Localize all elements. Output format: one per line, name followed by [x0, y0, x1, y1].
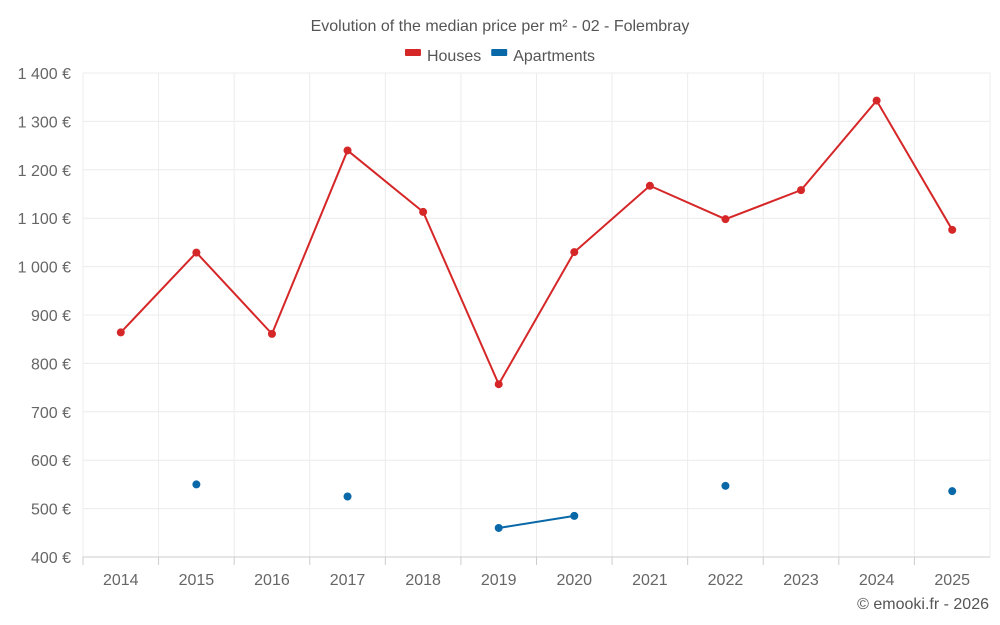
x-tick-label: 2021	[632, 572, 668, 589]
x-tick-label: 2019	[481, 572, 517, 589]
data-point[interactable]	[872, 96, 881, 105]
data-point[interactable]	[343, 146, 352, 155]
y-tick-label: 800 €	[31, 356, 71, 373]
data-point[interactable]	[494, 380, 503, 389]
x-tick-label: 2014	[103, 572, 139, 589]
data-point[interactable]	[192, 480, 201, 489]
series-line	[498, 514, 575, 529]
x-axis-tick-labels: 2014 2015 2016 2017 2018 2019 2020 2021 2022 2023…	[82, 557, 970, 589]
y-tick-label: 600 €	[31, 453, 71, 470]
data-point[interactable]	[645, 181, 654, 190]
data-point[interactable]	[570, 248, 579, 257]
data-point[interactable]	[948, 225, 957, 234]
x-tick-label: 2020	[556, 572, 592, 589]
x-tick-label: 2023	[783, 572, 819, 589]
legend-label: Apartments	[513, 48, 595, 65]
y-tick-label: 400 €	[31, 550, 71, 567]
legend-item-apartments[interactable]: Apartments	[491, 48, 595, 65]
y-tick-label: 1 300 €	[18, 114, 71, 131]
y-tick-label: 1 400 €	[18, 66, 71, 83]
data-point[interactable]	[948, 487, 957, 496]
y-tick-label: 500 €	[31, 502, 71, 519]
y-axis-tick-labels: 400 € 500 € 600 € 700 € 800 € 900 € 1 000 € 1 1…	[18, 66, 71, 567]
horizontal-gridlines	[83, 72, 990, 510]
data-point[interactable]	[116, 328, 125, 337]
y-tick-label: 900 €	[31, 308, 71, 325]
x-tick-label: 2017	[330, 572, 366, 589]
series-line	[120, 99, 954, 386]
credit-text: © emooki.fr - 2026	[857, 596, 989, 613]
x-tick-label: 2025	[934, 572, 970, 589]
data-point[interactable]	[721, 215, 730, 224]
data-point[interactable]	[721, 481, 730, 490]
legend-item-houses[interactable]: Houses	[404, 48, 481, 65]
chart-title: Evolution of the median price per m² - 0…	[311, 18, 690, 35]
series-apartments	[192, 480, 957, 532]
data-point[interactable]	[494, 523, 503, 532]
x-tick-label: 2016	[254, 572, 290, 589]
legend-label: Houses	[427, 48, 481, 65]
data-series	[116, 96, 957, 532]
y-tick-label: 1 200 €	[18, 163, 71, 180]
data-point[interactable]	[570, 511, 579, 520]
legend-swatch	[404, 49, 421, 56]
data-point[interactable]	[192, 248, 201, 257]
series-houses	[116, 96, 957, 389]
x-tick-label: 2022	[708, 572, 744, 589]
y-tick-label: 1 000 €	[18, 260, 71, 277]
legend-swatch	[491, 49, 508, 56]
data-point[interactable]	[797, 186, 806, 195]
y-tick-label: 1 100 €	[18, 211, 71, 228]
data-point[interactable]	[267, 329, 276, 338]
data-point[interactable]	[343, 492, 352, 501]
x-tick-label: 2018	[405, 572, 441, 589]
x-tick-label: 2024	[859, 572, 895, 589]
y-tick-label: 700 €	[31, 405, 71, 422]
x-tick-label: 2015	[179, 572, 215, 589]
data-point[interactable]	[419, 207, 428, 216]
legend: Houses Apartments	[404, 48, 595, 65]
